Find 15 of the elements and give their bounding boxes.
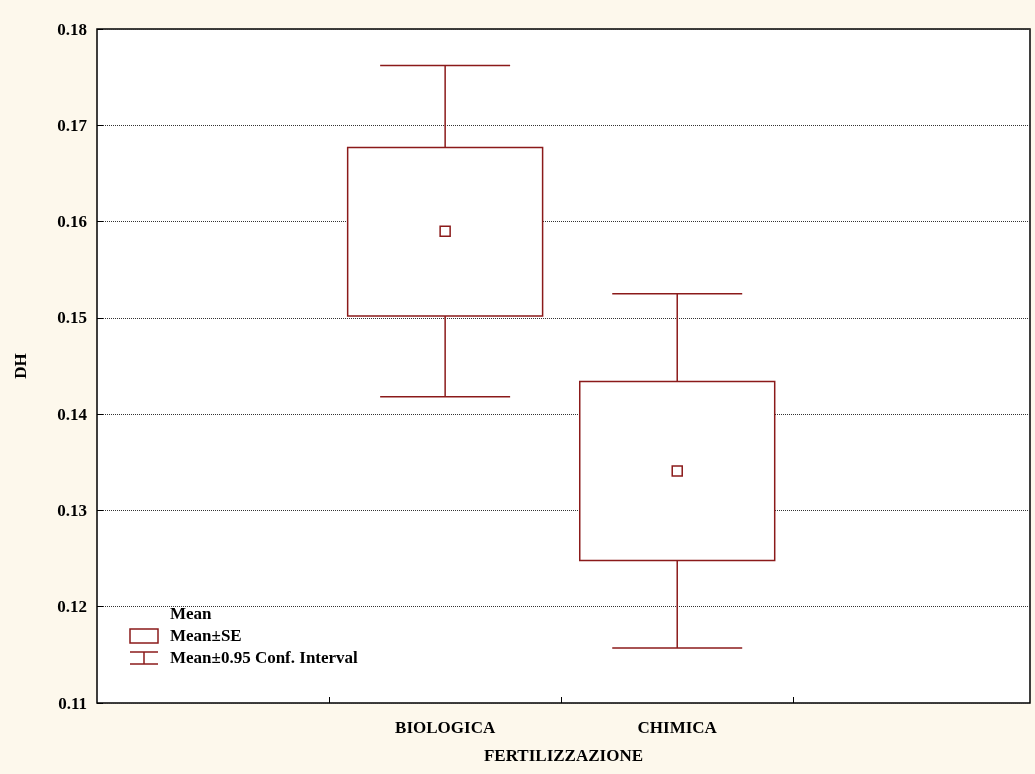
y-axis-title: DH xyxy=(11,353,30,379)
y-tick-label: 0.13 xyxy=(57,500,87,520)
y-tick-label: 0.12 xyxy=(57,597,87,617)
x-tick-label: BIOLOGICA xyxy=(395,718,496,737)
y-tick-label: 0.16 xyxy=(57,212,87,232)
y-tick-label: 0.11 xyxy=(58,693,87,713)
y-tick-label: 0.18 xyxy=(57,19,87,39)
x-tick-label: CHIMICA xyxy=(637,718,718,737)
y-tick-label: 0.15 xyxy=(57,308,87,328)
y-tick-label: 0.17 xyxy=(57,115,88,135)
annotation: Mean xyxy=(170,603,212,625)
y-tick-label: 0.14 xyxy=(57,404,88,424)
annotation: Mean±0.95 Conf. Interval xyxy=(170,647,358,669)
annotation: Mean±SE xyxy=(170,625,242,647)
x-axis-title: FERTILIZZAZIONE xyxy=(483,746,644,765)
